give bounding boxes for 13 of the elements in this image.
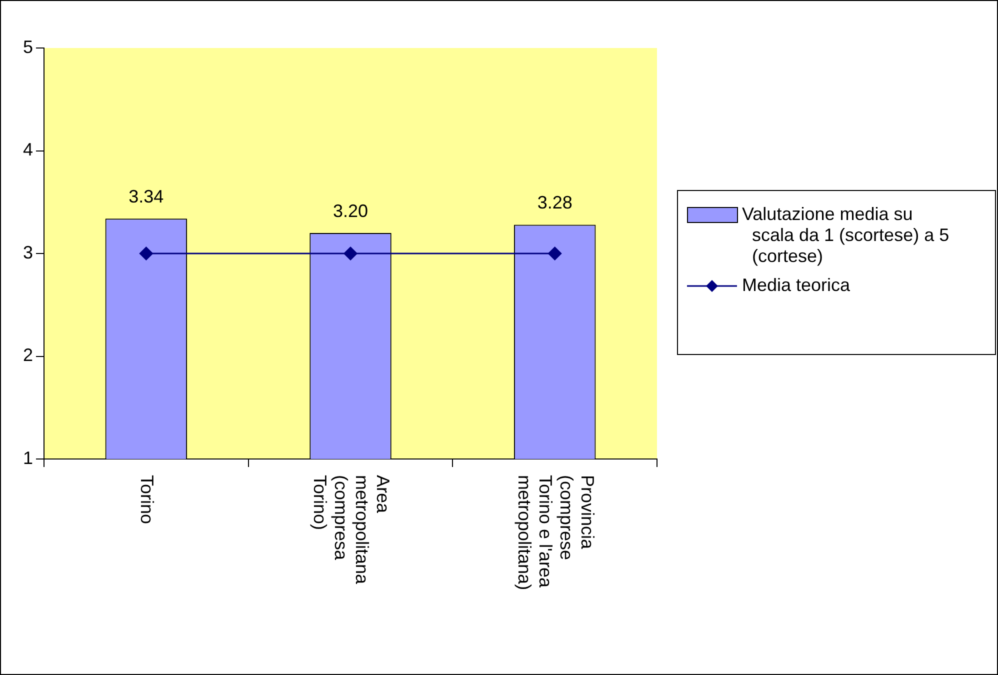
y-tick-label: 2 (22, 345, 34, 366)
legend-label: Media teorica (742, 274, 852, 295)
data-label: 3.28 (537, 192, 572, 213)
y-tick-label: 3 (22, 242, 34, 262)
y-tick-label: 4 (22, 140, 34, 160)
x-tick-label: Provincia (comprese Torino e l'area metropolitana) (514, 475, 598, 590)
y-tick-label: 5 (22, 36, 34, 57)
y-tick-label: 1 (22, 448, 34, 468)
x-tick-label: Area metropolitana (compresa Torino) (310, 475, 394, 586)
legend-label: Valutazione media su scala da 1 (scortese) a 5 (cortese) (742, 204, 950, 266)
data-label: 3.34 (128, 186, 164, 207)
data-label: 3.20 (332, 200, 368, 221)
x-tick-label: Torino (137, 475, 158, 524)
